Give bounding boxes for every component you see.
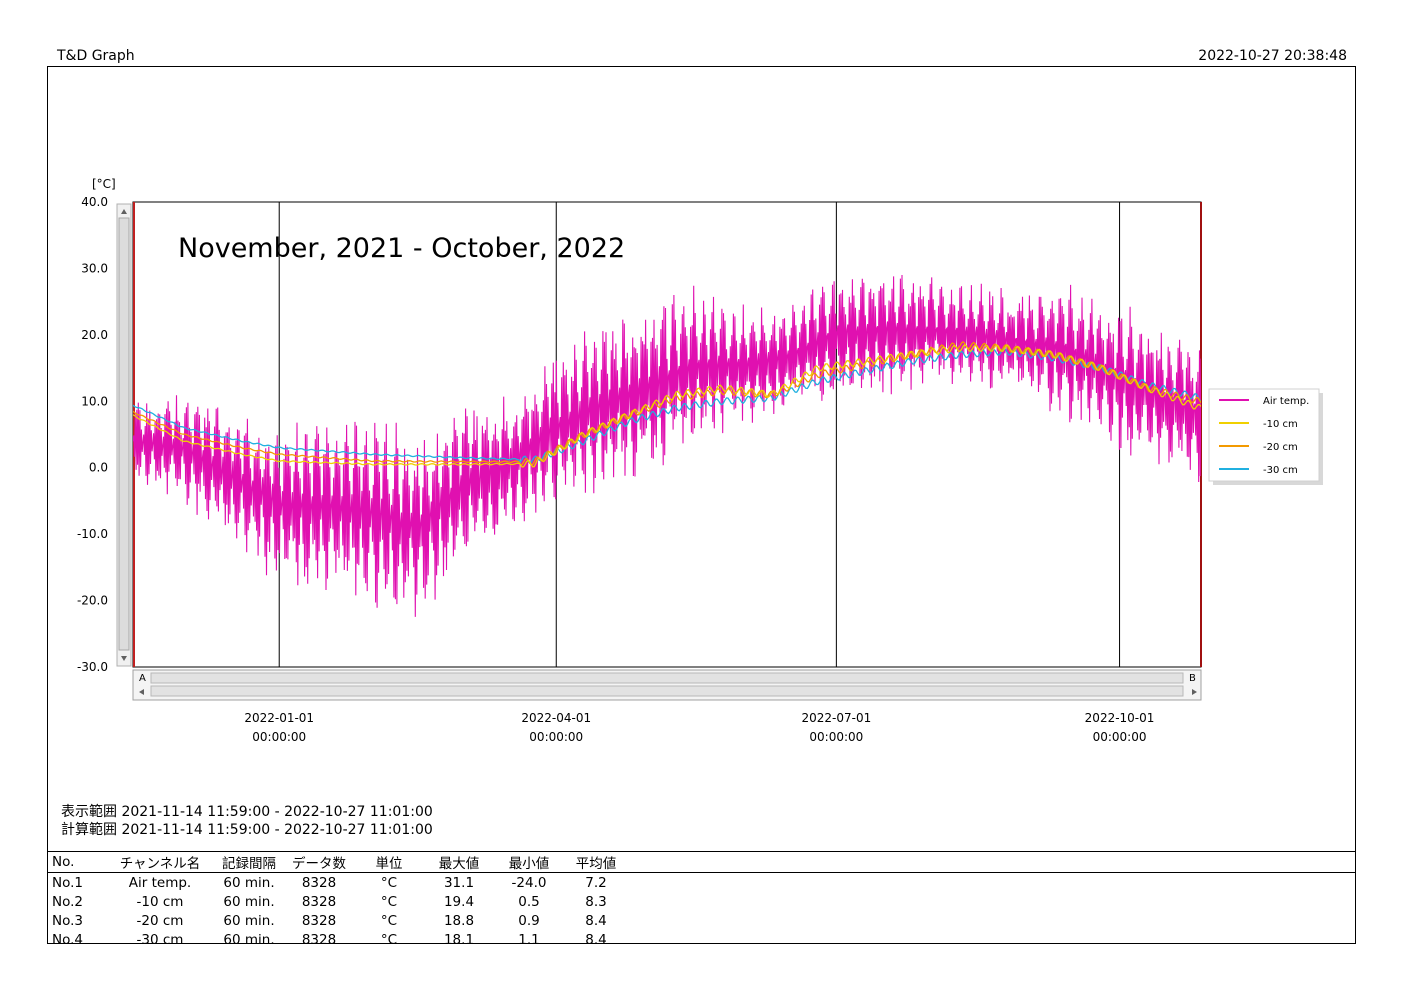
col-max: 最大値 (428, 851, 490, 873)
print-timestamp: 2022-10-27 20:38:48 (1198, 48, 1347, 64)
cell-no: No.2 (52, 893, 84, 910)
cell-channel: -20 cm (136, 912, 184, 929)
cell-count: 8328 (301, 931, 337, 948)
col-interval: 記録間隔 (210, 851, 288, 873)
vertical-scroll-thumb (118, 217, 130, 651)
plot-area (132, 201, 1202, 668)
cell-interval: 60 min. (223, 912, 275, 929)
y-axis-unit: [°C] (92, 177, 116, 191)
cell-unit: °C (380, 893, 398, 910)
y-tick-label: 0.0 (89, 461, 108, 475)
x-tick-date: 2022-07-01 (801, 711, 871, 725)
table-row: No.4 -30 cm 60 min. 8328 °C 18.1 1.1 8.4 (48, 930, 1355, 949)
x-tick-date: 2022-01-01 (244, 711, 314, 725)
horizontal-scroll-thumb-b (150, 685, 1184, 697)
stats-header-row: No. チャンネル名 記録間隔 データ数 単位 最大値 最小値 平均値 (48, 851, 1355, 873)
cursor-a-label: A (139, 673, 146, 684)
app-title: T&D Graph (57, 48, 135, 64)
scroll-down-icon (121, 656, 127, 661)
cell-no: No.3 (52, 912, 84, 929)
cell-unit: °C (380, 874, 398, 891)
table-row: No.1 Air temp. 60 min. 8328 °C 31.1 -24.… (48, 873, 1355, 893)
chart-title: November, 2021 - October, 2022 (178, 233, 625, 264)
table-row: No.2 -10 cm 60 min. 8328 °C 19.4 0.5 8.3 (48, 892, 1355, 911)
legend-label: -20 cm (1263, 442, 1298, 453)
legend-label: -30 cm (1263, 465, 1298, 476)
cell-count: 8328 (301, 893, 337, 910)
cell-max: 19.4 (443, 893, 475, 910)
cell-interval: 60 min. (223, 874, 275, 891)
channel-stats-table: No. チャンネル名 記録間隔 データ数 単位 最大値 最小値 平均値 No.1… (48, 851, 1355, 949)
x-tick-date: 2022-10-01 (1085, 711, 1155, 725)
cell-interval: 60 min. (223, 893, 275, 910)
scroll-right-icon (1192, 689, 1197, 695)
scroll-left-icon (139, 689, 144, 695)
table-row: No.3 -20 cm 60 min. 8328 °C 18.8 0.9 8.4 (48, 911, 1355, 930)
x-tick-time: 00:00:00 (529, 730, 583, 744)
cell-max: 18.8 (443, 912, 475, 929)
legend-box (1208, 388, 1320, 482)
cell-avg: 7.2 (585, 874, 607, 891)
cell-count: 8328 (301, 912, 337, 929)
cursor-b-label: B (1189, 673, 1196, 684)
display-range: 表示範囲 2021-11-14 11:59:00 - 2022-10-27 11… (61, 804, 433, 820)
y-tick-label: -30.0 (77, 660, 108, 674)
y-tick-label: 20.0 (81, 328, 108, 342)
x-tick-date: 2022-04-01 (521, 711, 591, 725)
col-count: データ数 (288, 851, 350, 873)
y-tick-label: 40.0 (81, 195, 108, 209)
cell-channel: Air temp. (128, 874, 192, 891)
col-no: No. (48, 851, 110, 873)
cell-min: 1.1 (518, 931, 540, 948)
cell-no: No.1 (52, 874, 84, 891)
legend-label: Air temp. (1263, 396, 1309, 407)
col-pad (624, 851, 1355, 873)
cell-avg: 8.3 (585, 893, 607, 910)
y-tick-label: -10.0 (77, 527, 108, 541)
cell-no: No.4 (52, 931, 84, 948)
cell-max: 31.1 (443, 874, 475, 891)
y-tick-label: 10.0 (81, 394, 108, 408)
y-tick-label: -20.0 (77, 594, 108, 608)
cell-max: 18.1 (443, 931, 475, 948)
scroll-up-icon (121, 209, 127, 214)
cell-unit: °C (380, 912, 398, 929)
cell-avg: 8.4 (585, 912, 607, 929)
y-tick-label: 30.0 (81, 261, 108, 275)
cell-channel: -10 cm (136, 893, 184, 910)
col-avg: 平均値 (568, 851, 624, 873)
legend-label: -10 cm (1263, 419, 1298, 430)
cell-interval: 60 min. (223, 931, 275, 948)
x-tick-time: 00:00:00 (1093, 730, 1147, 744)
cell-min: 0.5 (518, 893, 540, 910)
cell-channel: -30 cm (136, 931, 184, 948)
cell-min: -24.0 (511, 874, 547, 891)
series-line-air-temp (133, 274, 1201, 617)
x-tick-time: 00:00:00 (252, 730, 306, 744)
calc-range: 計算範囲 2021-11-14 11:59:00 - 2022-10-27 11… (61, 822, 433, 838)
col-channel: チャンネル名 (110, 851, 210, 873)
horizontal-scroll-thumb-a (150, 672, 1184, 684)
col-unit: 単位 (350, 851, 428, 873)
x-tick-time: 00:00:00 (809, 730, 863, 744)
series-line-10-cm (133, 343, 1201, 468)
col-min: 最小値 (490, 851, 568, 873)
cell-avg: 8.4 (585, 931, 607, 948)
series-line-20-cm (133, 340, 1201, 466)
report-frame (47, 66, 1356, 944)
cell-min: 0.9 (518, 912, 540, 929)
cell-count: 8328 (301, 874, 337, 891)
cell-unit: °C (380, 931, 398, 948)
